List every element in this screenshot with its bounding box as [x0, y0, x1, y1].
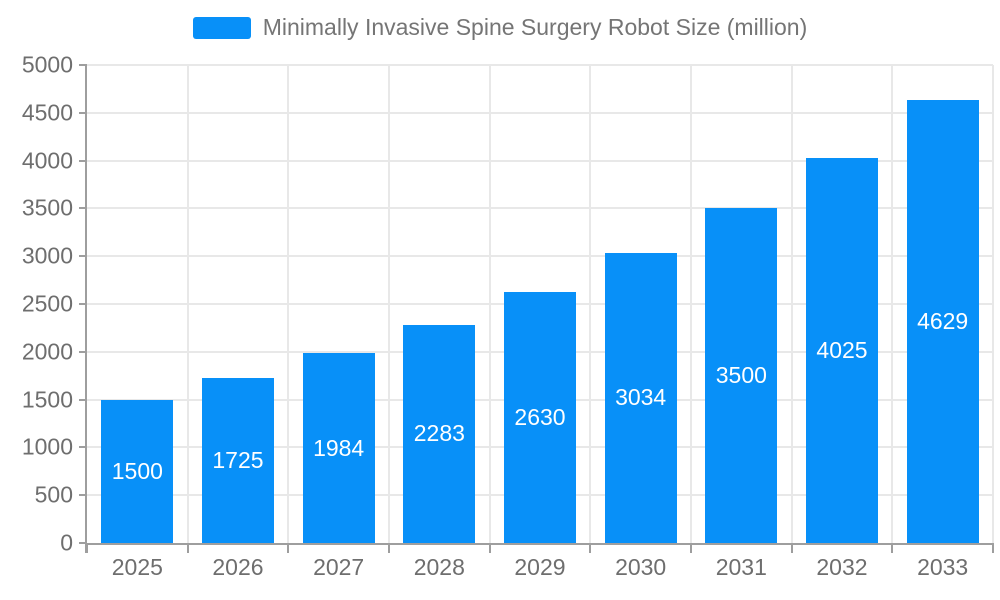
bar-value-label: 2283 — [413, 420, 465, 447]
x-axis-tick-label: 2029 — [514, 554, 566, 580]
bar-2031[interactable]: 3500 — [705, 208, 778, 543]
y-axis-line — [85, 65, 87, 553]
y-axis-tick — [79, 303, 87, 305]
gridline-vertical — [589, 65, 592, 543]
gridline-horizontal — [87, 64, 993, 66]
y-axis-tick — [79, 207, 87, 210]
bar-value-label: 2630 — [514, 403, 566, 430]
bar-2032[interactable]: 4025 — [806, 158, 878, 543]
bar-2026[interactable]: 1725 — [201, 378, 274, 543]
x-axis-tick — [488, 543, 491, 553]
x-axis-tick-label: 2025 — [111, 554, 163, 580]
x-axis-tick-label: 2026 — [212, 554, 264, 580]
y-axis-tick — [79, 159, 87, 162]
gridline-vertical — [387, 65, 390, 543]
bar-2029[interactable]: 2630 — [504, 291, 576, 543]
bar-value-label: 3500 — [715, 362, 767, 389]
y-axis-tick-label: 1500 — [21, 386, 73, 413]
y-axis-tick-label: 5000 — [21, 51, 73, 78]
y-axis-tick — [79, 446, 87, 449]
bar-2027[interactable]: 1984 — [302, 353, 375, 543]
y-axis-tick — [79, 64, 87, 66]
y-axis-tick-label: 1000 — [21, 433, 73, 460]
x-axis-tick-label: 2031 — [715, 554, 767, 580]
x-axis-tick-label: 2028 — [413, 554, 465, 580]
gridline-horizontal — [87, 207, 993, 210]
legend-color-swatch — [192, 16, 251, 39]
legend-item[interactable]: Minimally Invasive Spine Surgery Robot S… — [192, 14, 808, 41]
y-axis-tick-label: 500 — [34, 481, 73, 508]
y-axis-tick-label: 3500 — [21, 194, 73, 221]
gridline-horizontal — [87, 111, 993, 114]
x-axis-tick — [992, 543, 994, 553]
x-axis-tick — [891, 543, 894, 553]
x-axis-tick-label: 2030 — [615, 554, 667, 580]
bar-2028[interactable]: 2283 — [403, 324, 476, 543]
bar-2030[interactable]: 3034 — [604, 252, 677, 543]
gridline-vertical — [790, 65, 793, 543]
y-axis-tick — [79, 542, 87, 544]
y-axis-tick-label: 4000 — [21, 147, 73, 174]
gridline-vertical — [689, 65, 692, 543]
y-axis-tick-label: 0 — [60, 529, 73, 556]
x-axis-tick-label: 2027 — [313, 554, 365, 580]
bar-value-label: 1500 — [111, 457, 163, 484]
gridline-vertical — [186, 65, 189, 543]
bar-value-label: 1984 — [313, 434, 365, 461]
y-axis-tick — [79, 350, 87, 353]
bar-value-label: 3034 — [615, 384, 667, 411]
y-axis-tick — [79, 398, 87, 401]
gridline-horizontal — [87, 159, 993, 162]
y-axis-tick-label: 3000 — [21, 242, 73, 269]
gridline-horizontal — [87, 255, 993, 258]
y-axis-tick-label: 2500 — [21, 290, 73, 317]
bar-2025[interactable]: 1500 — [101, 399, 174, 543]
x-axis-tick — [387, 543, 390, 553]
gridline-vertical — [488, 65, 491, 543]
x-axis-tick-label: 2032 — [816, 554, 868, 580]
bar-value-label: 1725 — [212, 447, 264, 474]
y-axis-tick-label: 4500 — [21, 99, 73, 126]
legend: Minimally Invasive Spine Surgery Robot S… — [0, 14, 1000, 41]
x-axis-tick — [186, 543, 189, 553]
bar-2033[interactable]: 4629 — [906, 100, 979, 543]
x-axis-tick — [287, 543, 290, 553]
plot-area: 0 500 1000 1500 2000 2500 3000 3500 4000 4500 5000… — [22, 53, 994, 579]
x-axis-tick — [589, 543, 592, 553]
bar-value-label: 4629 — [917, 308, 969, 335]
x-axis-tick — [790, 543, 793, 553]
x-axis-tick-label: 2033 — [917, 554, 969, 580]
gridline-vertical — [287, 65, 290, 543]
bar-value-label: 4025 — [816, 337, 868, 364]
gridline-vertical — [992, 65, 994, 543]
y-axis-tick — [79, 494, 87, 497]
x-axis-line — [85, 543, 993, 545]
y-axis-tick-label: 2000 — [21, 338, 73, 365]
legend-label: Minimally Invasive Spine Surgery Robot S… — [262, 14, 808, 40]
x-axis-tick — [689, 543, 692, 553]
gridline-vertical — [891, 65, 894, 543]
x-axis-tick — [86, 543, 88, 553]
y-axis-tick — [79, 255, 87, 258]
y-axis-tick — [79, 111, 87, 114]
